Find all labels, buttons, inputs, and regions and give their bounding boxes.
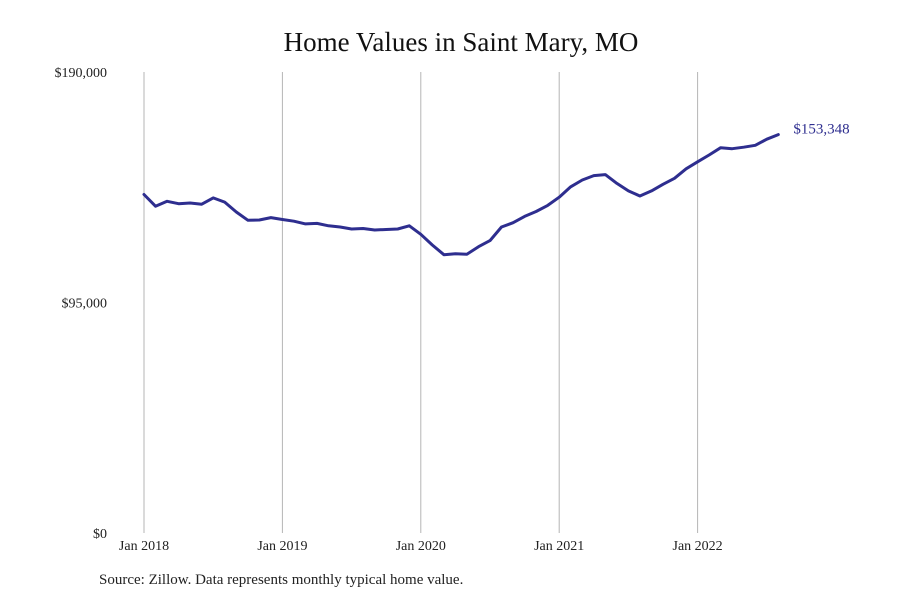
x-tick-label: Jan 2018 (119, 539, 169, 554)
x-tick-label: Jan 2020 (396, 539, 446, 554)
vertical-gridlines (143, 72, 699, 533)
y-tick-label: $190,000 (55, 66, 108, 81)
y-axis-tick-labels: $0 $95,000 $190,000 (55, 66, 108, 542)
home-value-line (142, 133, 780, 257)
x-tick-label: Jan 2022 (673, 539, 723, 554)
end-value-label: $153,348 (793, 122, 849, 138)
chart-title: Home Values in Saint Mary, MO (284, 27, 639, 57)
y-tick-label: $0 (93, 527, 107, 542)
y-tick-label: $95,000 (62, 297, 108, 312)
source-note: Source: Zillow. Data represents monthly … (99, 572, 464, 588)
x-tick-label: Jan 2021 (534, 539, 584, 554)
x-tick-label: Jan 2019 (257, 539, 307, 554)
x-axis-tick-labels: Jan 2018 Jan 2019 Jan 2020 Jan 2021 Jan 2022 (119, 539, 723, 554)
